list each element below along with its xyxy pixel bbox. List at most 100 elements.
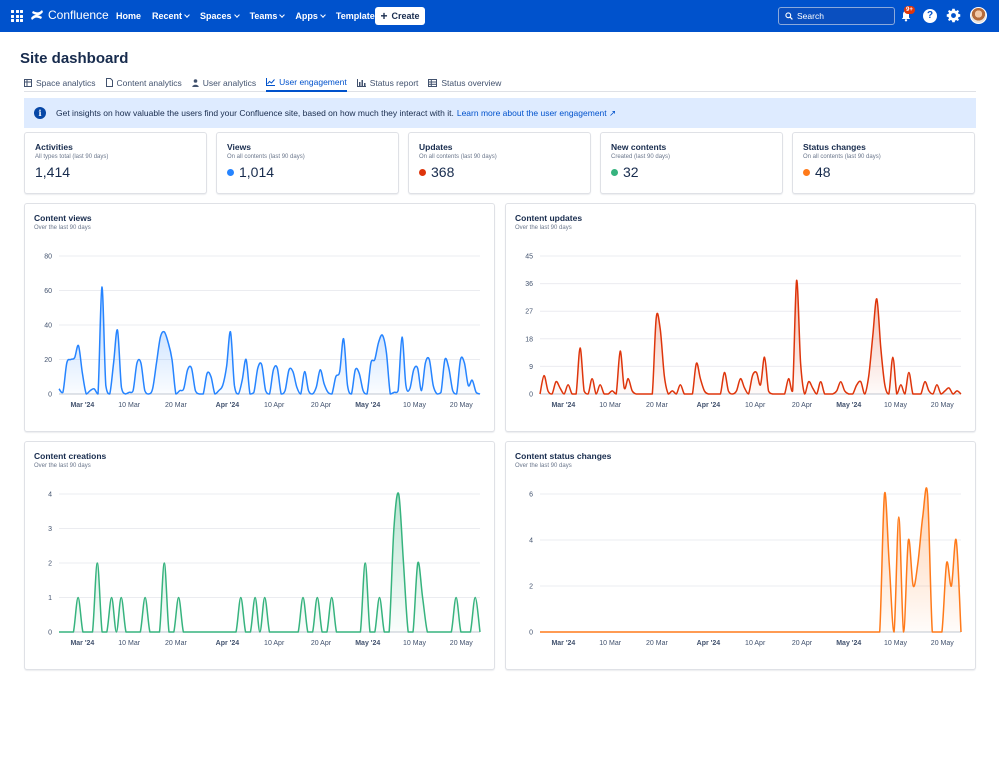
series-area [540,487,961,632]
tab-label: User analytics [202,77,257,88]
nav-templates-label: Templates [335,11,380,21]
learn-more-link[interactable]: Learn more about the user engagement ↗ [457,108,616,119]
grid-icon [428,78,438,87]
page-title: Site dashboard [20,50,129,67]
stat-title: Activities [35,142,73,152]
series-line [58,492,481,633]
settings-gear-icon[interactable] [946,8,961,23]
nav-recent[interactable]: Recent [152,11,190,21]
x-tick-label: 10 May [884,640,907,647]
y-tick-label: 45 [525,254,533,261]
nav-spaces-label: Spaces [200,11,232,21]
create-button[interactable]: + Create [375,7,425,25]
tab-status-overview[interactable]: Status overview [428,73,501,92]
line-chart-icon [266,77,276,86]
help-icon[interactable]: ? [923,9,937,23]
x-tick-label: 20 Apr [311,640,332,647]
tab-space-analytics[interactable]: Space analytics [24,73,96,92]
search-icon [785,12,793,20]
user-avatar[interactable] [970,7,987,24]
stat-title: Views [227,142,251,152]
learn-more-label: Learn more about the user engagement [456,107,607,118]
content-updates-chart-panel: Content updates Over the last 90 days 0 9… [505,203,976,432]
chart-subtitle: Over the last 90 days [515,225,572,231]
nav-recent-label: Recent [152,11,183,21]
stat-value-row: 48 [803,164,964,180]
tab-status-report[interactable]: Status report [356,73,419,92]
chart-title: Content status changes [515,451,612,461]
y-tick-label: 0 [48,630,52,637]
stat-card-views: Views On all contents (last 90 days) 1,0… [216,132,399,194]
app-switcher-icon[interactable] [11,10,23,22]
nav-teams-label: Teams [249,11,278,21]
stat-value-row: 1,414 [35,164,196,180]
series-area [59,492,480,632]
y-tick-label: 0 [529,392,533,399]
nav-apps[interactable]: Apps [295,11,326,21]
nav-home[interactable]: Home [116,11,141,21]
stat-subtitle: All types total (last 90 days) [35,154,109,160]
x-tick-label: Mar '24 [551,402,575,409]
status-dot [803,168,810,176]
stat-subtitle: On all contents (last 90 days) [227,154,305,160]
stat-value: 368 [431,164,455,180]
primary-nav: Home Recent Spaces Teams Apps Templates [116,0,391,32]
x-tick-label: 20 Mar [646,640,668,647]
y-tick-label: 20 [44,357,52,364]
bar-chart-icon [356,78,366,87]
chevron-down-icon [184,12,190,18]
y-tick-label: 0 [529,630,533,637]
nav-templates[interactable]: Templates [336,11,380,21]
x-tick-label: 20 Apr [311,402,332,409]
content-status-changes-chart: 0 2 4 6 Mar '24 10 Mar 20 Mar Apr '24 10 Apr 20 A… [529,487,962,647]
series-area [540,280,961,394]
create-button-label: Create [391,11,420,21]
nav-spaces[interactable]: Spaces [200,11,240,21]
y-tick-label: 1 [48,595,52,602]
nav-teams[interactable]: Teams [249,11,286,21]
x-tick-label: Apr '24 [697,640,721,647]
content-updates-chart: 0 9 18 27 36 45 Mar '24 10 Mar 20 Mar Apr '24 10 A… [525,254,962,409]
series-line [539,279,962,395]
chart-subtitle: Over the last 90 days [515,463,572,469]
status-dot [227,168,234,176]
y-tick-label: 80 [44,254,52,261]
chevron-down-icon [320,12,326,18]
tab-label: Status report [369,77,419,88]
tab-label: Status overview [441,77,502,88]
confluence-logo-icon [31,10,43,20]
y-tick-label: 9 [529,364,533,371]
x-tick-label: 10 Mar [118,640,140,647]
stat-value: 48 [815,164,831,180]
chart-subtitle: Over the last 90 days [34,225,91,231]
stat-title: Status changes [803,142,866,152]
tab-user-analytics[interactable]: User analytics [192,73,256,92]
x-tick-label: Apr '24 [216,640,240,647]
tab-user-engagement[interactable]: User engagement [266,73,347,92]
x-tick-label: 10 Apr [264,402,285,409]
stat-card-updates: Updates On all contents (last 90 days) 3… [408,132,591,194]
x-tick-label: 20 Mar [165,640,187,647]
search-placeholder: Search [797,11,824,21]
x-tick-label: 10 May [884,402,907,409]
series-line [539,487,962,633]
series-line [58,286,481,395]
chart-title: Content creations [34,451,107,461]
confluence-logo[interactable]: Confluence [30,8,109,22]
search-input[interactable]: Search [778,7,895,25]
document-icon [105,78,113,87]
stat-subtitle: On all contents (last 90 days) [419,154,497,160]
x-tick-label: Mar '24 [70,640,94,647]
x-tick-label: 10 Mar [118,402,140,409]
chart-title: Content updates [515,213,583,223]
stat-value: 32 [623,164,639,180]
x-tick-label: 10 May [403,402,426,409]
tab-label: User engagement [279,76,347,87]
plus-icon: + [380,9,388,23]
x-tick-label: 20 May [931,640,954,647]
tab-content-analytics[interactable]: Content analytics [105,73,182,92]
person-icon [192,78,199,87]
tab-label: Space analytics [36,77,96,88]
external-link-icon: ↗ [609,107,617,118]
stat-title: New contents [611,142,667,152]
